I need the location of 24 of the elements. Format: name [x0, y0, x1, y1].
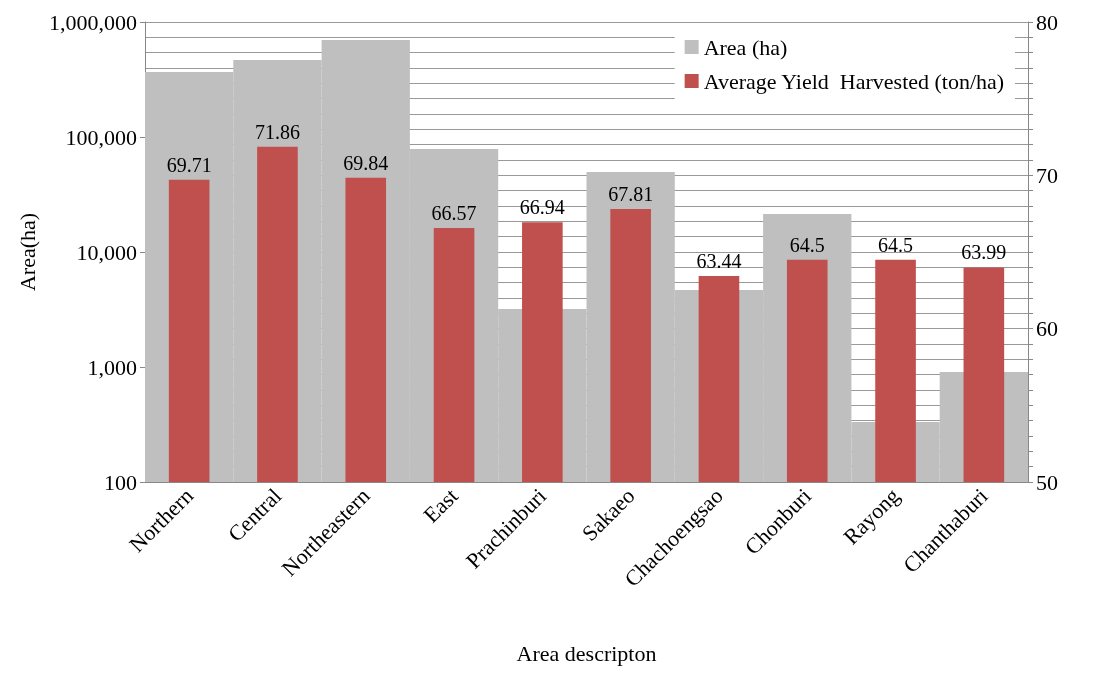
data-label: 69.84	[343, 151, 389, 174]
x-tick-label: East	[418, 483, 463, 528]
y2-tick-label: 50	[1036, 469, 1058, 495]
y2-tick-label: 80	[1036, 9, 1058, 35]
data-label: 64.5	[789, 233, 825, 256]
data-label: 63.99	[961, 241, 1007, 264]
data-label: 64.5	[878, 233, 914, 256]
y2-tick-label: 60	[1036, 316, 1058, 342]
data-label: 71.86	[254, 120, 300, 143]
y-tick-label: 100	[104, 469, 137, 495]
data-label: 63.44	[696, 249, 742, 272]
y-tick-label: 100,000	[65, 124, 137, 150]
y-tick-label: 1,000,000	[49, 9, 137, 35]
y-tick-label: 1,000	[87, 354, 137, 380]
data-label: 67.81	[608, 182, 654, 205]
legend-label: Average Yield Harvested (ton/ha)	[703, 68, 1005, 94]
data-label: 69.71	[166, 153, 212, 176]
y-tick-label: 10,000	[76, 239, 137, 265]
x-axis-title: Area descripton	[516, 640, 657, 666]
data-label: 66.57	[431, 201, 477, 224]
y2-tick-label: 70	[1036, 162, 1058, 188]
data-label: 66.94	[519, 196, 565, 219]
y-axis-title: Area(ha)	[14, 212, 40, 292]
legend-label: Area (ha)	[703, 34, 788, 60]
